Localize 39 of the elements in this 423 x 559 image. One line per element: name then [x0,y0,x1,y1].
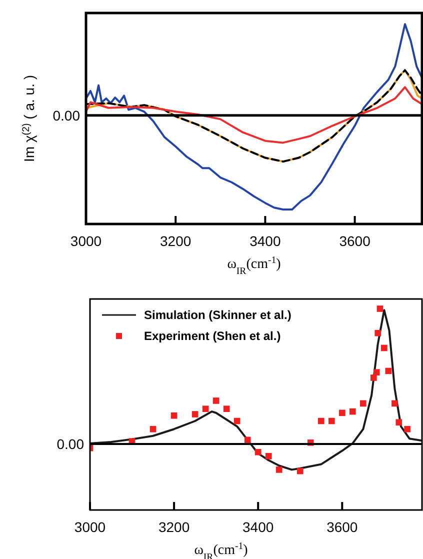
point [373,369,380,376]
point [265,453,272,460]
point [338,410,346,416]
x-tick-label: 3400 [242,519,274,535]
point [223,406,230,412]
point [150,426,156,432]
ref-line-label: 0.00 [56,436,84,452]
point [276,466,282,473]
point [202,406,209,412]
x-tick-label: 3600 [326,519,358,535]
point [328,418,335,424]
legend-label: Simulation (Skinner et al.) [144,308,292,322]
point [392,400,398,407]
legend-label: Experiment (Shen et al.) [144,329,281,344]
point [296,468,304,474]
point [360,400,366,407]
x-tick-label: 3000 [70,233,102,249]
point [396,419,402,426]
point [374,330,382,336]
x-tick-label: 3400 [250,233,281,249]
x-tick-label: 3200 [158,519,190,535]
point [349,408,356,415]
x-tick-label: 3200 [160,233,192,249]
point [376,306,384,312]
point [254,448,262,456]
point [212,398,220,404]
point [170,412,178,419]
point [404,426,410,432]
point [192,411,198,418]
x-tick-label: 3000 [74,519,106,535]
ref-line-label: 0.00 [52,107,80,124]
x-tick-label: 3600 [339,233,371,249]
point [385,368,392,374]
x-axis-title: ω$_{IR}$(cm$^{-1}$) [227,254,282,276]
point [318,418,324,424]
point [370,374,377,381]
point [234,418,240,424]
point [381,344,388,352]
point [244,436,251,444]
